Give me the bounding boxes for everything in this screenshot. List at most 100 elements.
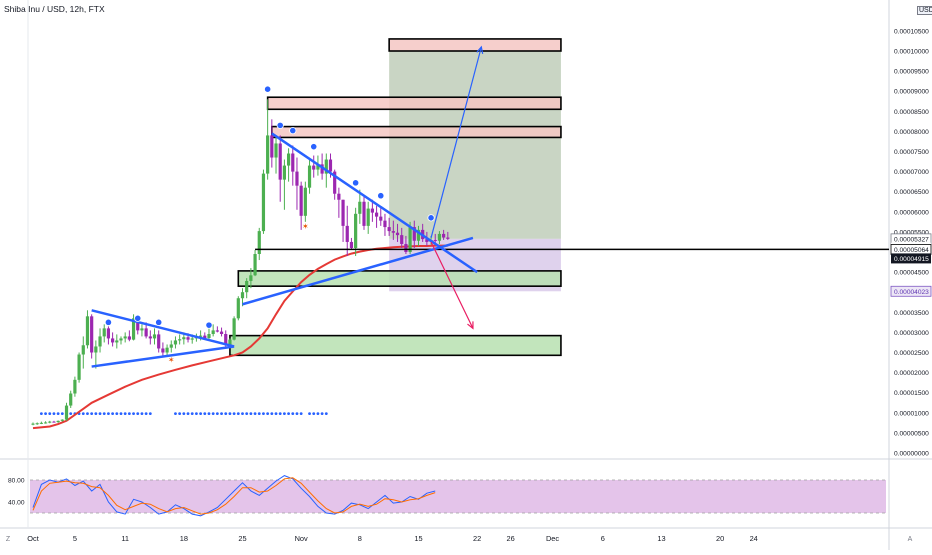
candle-body[interactable] <box>94 346 98 353</box>
candle-body[interactable] <box>52 421 56 423</box>
candle-body[interactable] <box>291 153 295 172</box>
candle-body[interactable] <box>362 201 366 226</box>
oscillator-k-line[interactable] <box>32 475 436 517</box>
candle-body[interactable] <box>437 233 442 241</box>
candle-body[interactable] <box>69 393 73 406</box>
signal-marker-icon[interactable] <box>205 321 213 329</box>
demand-zone-upper[interactable] <box>237 270 562 287</box>
candle-body[interactable] <box>152 334 157 339</box>
candle-body[interactable] <box>131 318 136 340</box>
candle-body[interactable] <box>379 216 383 221</box>
candle-body[interactable] <box>316 164 320 170</box>
signal-marker-icon[interactable] <box>377 192 385 200</box>
candle-body[interactable] <box>328 159 333 172</box>
oscillator-d-line[interactable] <box>32 477 436 515</box>
candle-body[interactable] <box>324 159 328 174</box>
wedge-upper-line[interactable] <box>271 132 478 274</box>
candle-body[interactable] <box>161 348 165 353</box>
candle-body[interactable] <box>127 336 131 340</box>
candle-body[interactable] <box>115 340 119 343</box>
candle-body[interactable] <box>203 335 207 339</box>
bearish-projection-arrow[interactable] <box>430 241 474 329</box>
candle-body[interactable] <box>207 334 211 339</box>
zoom-icon[interactable]: Z <box>6 536 11 543</box>
candle-body[interactable] <box>282 165 286 180</box>
candle-body[interactable] <box>219 331 224 335</box>
position-target-area[interactable] <box>389 51 561 239</box>
candle-body[interactable] <box>56 420 60 423</box>
candle-body[interactable] <box>286 153 291 166</box>
candle-body[interactable] <box>77 354 81 380</box>
candle-body[interactable] <box>374 212 379 217</box>
candle-body[interactable] <box>245 280 249 293</box>
signal-marker-icon[interactable] <box>104 318 113 326</box>
candle-body[interactable] <box>190 338 194 340</box>
triangle-upper-line[interactable] <box>91 309 235 348</box>
candle-body[interactable] <box>211 330 215 335</box>
candle-body[interactable] <box>383 220 387 228</box>
candle-body[interactable] <box>111 338 115 343</box>
signal-marker-icon[interactable] <box>276 121 284 129</box>
candle-body[interactable] <box>39 422 43 424</box>
moving-average-line[interactable] <box>32 244 448 430</box>
candle-body[interactable] <box>102 328 106 337</box>
candle-body[interactable] <box>370 208 374 213</box>
candle-body[interactable] <box>136 318 140 331</box>
candle-body[interactable] <box>169 344 173 348</box>
candle-body[interactable] <box>354 213 358 248</box>
candle-body[interactable] <box>157 334 161 349</box>
candle-body[interactable] <box>366 208 370 226</box>
signal-marker-icon[interactable] <box>155 318 163 326</box>
candle-body[interactable] <box>186 337 190 340</box>
candle-body[interactable] <box>224 334 228 346</box>
supply-zone-low[interactable] <box>271 125 562 139</box>
candle-body[interactable] <box>295 171 299 186</box>
candle-body[interactable] <box>148 336 152 339</box>
signal-marker-icon[interactable] <box>134 314 142 322</box>
signal-marker-icon[interactable] <box>352 179 360 187</box>
candle-body[interactable] <box>140 328 144 331</box>
signal-marker-icon[interactable] <box>310 143 318 151</box>
candle-body[interactable] <box>312 165 316 170</box>
candle-body[interactable] <box>178 339 182 341</box>
candle-body[interactable] <box>442 233 446 238</box>
candle-body[interactable] <box>257 231 261 255</box>
candle-body[interactable] <box>345 225 349 242</box>
candle-body[interactable] <box>349 241 354 248</box>
candle-body[interactable] <box>261 173 266 232</box>
candle-body[interactable] <box>337 193 341 200</box>
candle-body[interactable] <box>240 292 245 299</box>
candle-body[interactable] <box>73 379 77 394</box>
candle-body[interactable] <box>253 254 257 276</box>
candle-body[interactable] <box>270 135 274 158</box>
candle-body[interactable] <box>35 423 39 425</box>
candle-body[interactable] <box>90 316 94 353</box>
candle-body[interactable] <box>60 419 64 421</box>
supply-zone-mid[interactable] <box>266 96 562 111</box>
candle-body[interactable] <box>98 336 102 347</box>
candle-body[interactable] <box>400 235 404 244</box>
candle-body[interactable] <box>412 227 416 241</box>
candle-body[interactable] <box>425 239 429 242</box>
candle-body[interactable] <box>404 243 408 252</box>
candle-body[interactable] <box>358 201 362 214</box>
candle-body[interactable] <box>106 328 111 339</box>
candle-body[interactable] <box>81 345 85 355</box>
currency-badge[interactable]: USD <box>917 6 932 15</box>
signal-marker-icon[interactable] <box>264 85 272 93</box>
candle-body[interactable] <box>341 199 345 226</box>
demand-zone-lower[interactable] <box>229 334 562 357</box>
candle-body[interactable] <box>48 421 52 423</box>
candle-body[interactable] <box>215 330 219 332</box>
candle-body[interactable] <box>408 227 412 252</box>
candle-body[interactable] <box>144 328 148 337</box>
candle-body[interactable] <box>232 318 236 340</box>
candle-body[interactable] <box>391 231 395 233</box>
candle-body[interactable] <box>43 422 48 424</box>
candle-body[interactable] <box>123 336 127 339</box>
candle-body[interactable] <box>307 165 312 188</box>
candle-body[interactable] <box>31 423 35 425</box>
candle-body[interactable] <box>228 339 232 346</box>
